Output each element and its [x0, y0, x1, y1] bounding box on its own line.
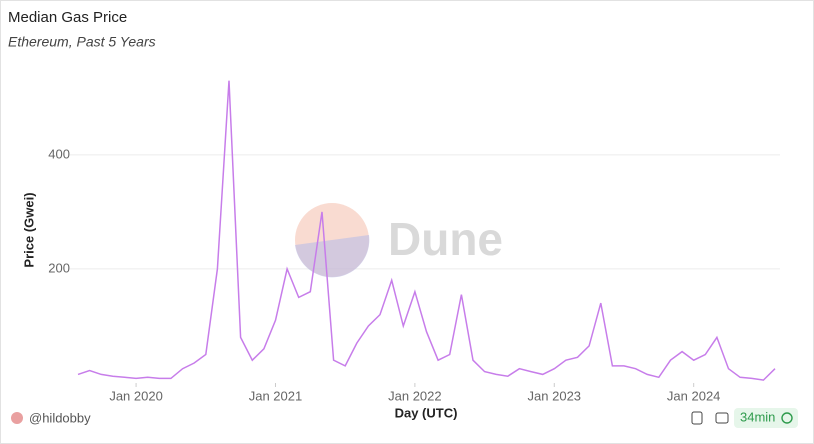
x-tick-label: Jan 2024: [667, 388, 721, 403]
share-icon[interactable]: [691, 411, 703, 425]
series-line: [77, 80, 776, 381]
chart-title: Median Gas Price: [8, 9, 127, 26]
y-tick-label: 400: [48, 146, 70, 161]
y-tick-label: 200: [48, 260, 70, 275]
x-axis-label: Day (UTC): [395, 405, 458, 420]
author[interactable]: @hildobby: [29, 410, 91, 425]
refresh-check: [781, 412, 793, 424]
x-tick-label: Jan 2020: [109, 388, 163, 403]
chart-subtitle: Ethereum, Past 5 Years: [8, 34, 156, 50]
camera-icon[interactable]: [715, 412, 729, 424]
x-tick-label: Jan 2023: [528, 388, 582, 403]
refresh-badge[interactable]: [734, 408, 798, 428]
refresh-time: 34min: [740, 409, 775, 424]
watermark: Dune: [388, 213, 503, 265]
x-tick-label: Jan 2021: [249, 388, 303, 403]
author-avatar: [11, 412, 23, 424]
x-tick-label: Jan 2022: [388, 388, 442, 403]
y-axis-label: Price (Gwei): [21, 192, 36, 267]
